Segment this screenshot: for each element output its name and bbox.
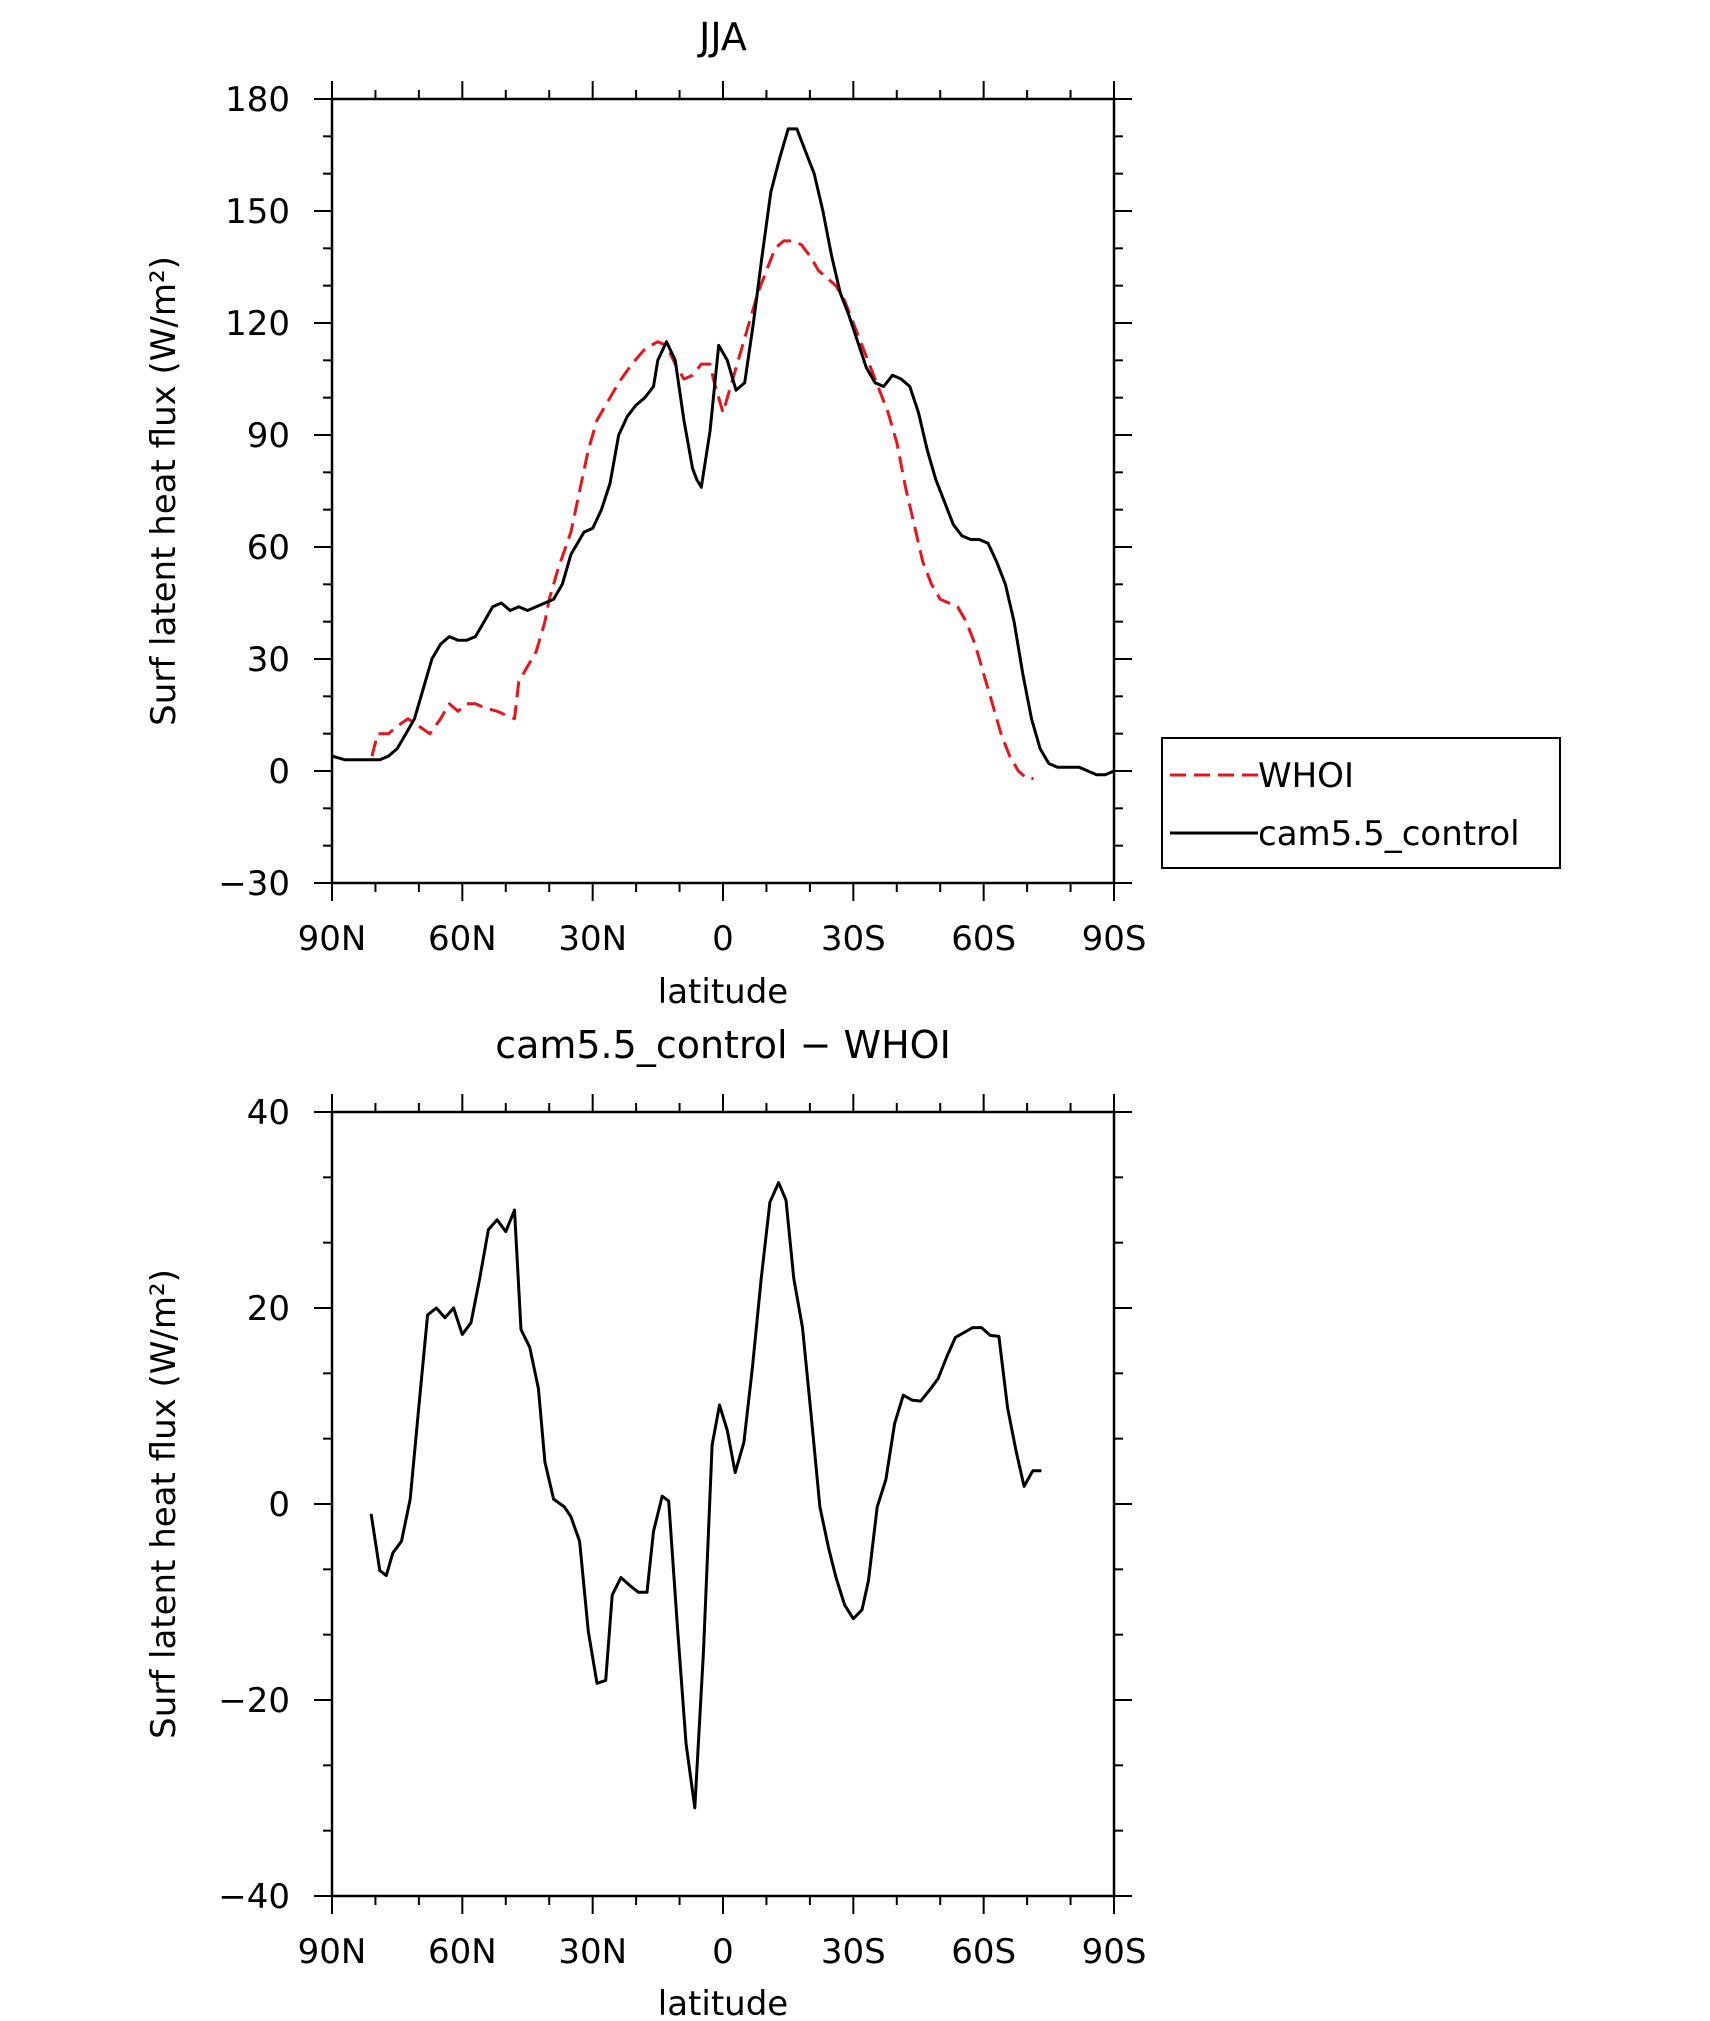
chart-title: cam5.5_control − WHOI <box>495 1023 951 1067</box>
x-tick-label: 30N <box>558 919 627 959</box>
legend-label: cam5.5_control <box>1258 814 1520 854</box>
x-tick-label: 90N <box>298 919 367 959</box>
y-tick-label: −30 <box>218 864 290 904</box>
y-tick-label: 150 <box>225 192 290 232</box>
y-tick-label: −40 <box>218 1877 290 1917</box>
y-tick-label: 120 <box>225 304 290 344</box>
y-axis-label: Surf latent heat flux (W/m²) <box>144 256 184 726</box>
x-tick-label: 30N <box>558 1932 627 1972</box>
x-tick-label: 60N <box>428 919 497 959</box>
chart-1: JJA 90N 60N 30N 0 30S 60S 90S −30 0 30 60 90 120 150 18… <box>144 15 1561 1012</box>
x-tick-label: 0 <box>712 1932 734 1972</box>
y-tick-label: 30 <box>247 640 290 680</box>
x-tick-label: 60N <box>428 1932 497 1972</box>
legend-box <box>1161 737 1561 869</box>
x-tick-label: 60S <box>951 919 1016 959</box>
x-tick-label: 30S <box>821 1932 886 1972</box>
legend: WHOI cam5.5_control <box>1161 737 1561 869</box>
y-tick-label: 90 <box>247 416 290 456</box>
x-tick-label: 0 <box>712 919 734 959</box>
series-line-cam5-5-control <box>332 127 1114 777</box>
y-tick-label: 180 <box>225 80 290 120</box>
plot-frame <box>330 97 1116 885</box>
chart-title: JJA <box>697 15 747 59</box>
y-tick-label: 40 <box>247 1093 290 1133</box>
chart-2: cam5.5_control − WHOI 90N 60N 30N 0 30S 60S 90S… <box>144 1023 1146 2021</box>
y-tick-label: 0 <box>268 1485 290 1525</box>
x-tick-label: 30S <box>821 919 886 959</box>
legend-label: WHOI <box>1258 756 1354 796</box>
x-tick-label: 90N <box>298 1932 367 1972</box>
x-axis-label: latitude <box>658 972 788 1012</box>
x-tick-label: 90S <box>1082 1932 1147 1972</box>
x-axis-label: latitude <box>658 1984 788 2021</box>
x-tick-label: 60S <box>951 1932 1016 1972</box>
y-tick-label: −20 <box>218 1681 290 1721</box>
plot-frame <box>330 1110 1116 1898</box>
x-tick-label: 90S <box>1082 919 1147 959</box>
y-tick-label: 60 <box>247 528 290 568</box>
y-axis-label: Surf latent heat flux (W/m²) <box>144 1269 184 1739</box>
y-tick-label: 20 <box>247 1289 290 1329</box>
series-line-difference <box>369 1181 1042 1810</box>
y-tick-label: 0 <box>268 752 290 792</box>
series-line-whoi <box>370 239 1034 780</box>
